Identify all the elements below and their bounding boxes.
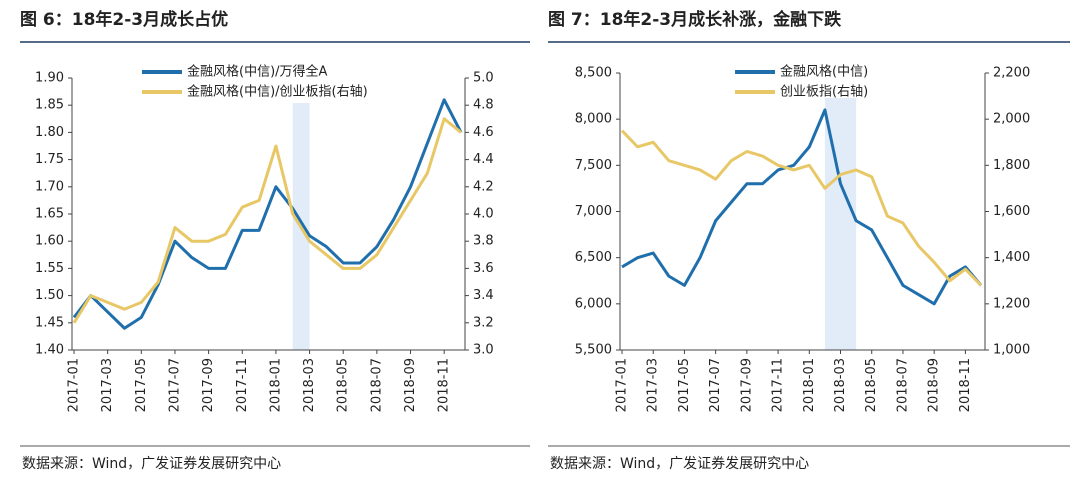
- legend-label: 创业板指(右轴): [780, 85, 868, 100]
- x-tick-label: 2017-01: [67, 358, 82, 412]
- x-tick-label: 2018-07: [369, 358, 384, 412]
- y-tick-label: 7,000: [575, 204, 612, 219]
- x-tick-label: 2018-09: [403, 358, 418, 412]
- x-tick-label: 2017-05: [677, 358, 692, 412]
- y2-tick-label: 3.4: [473, 288, 494, 303]
- y-tick-label: 6,000: [575, 296, 612, 311]
- x-tick-label: 2018-03: [302, 358, 317, 412]
- x-tick-label: 2017-05: [134, 358, 149, 412]
- x-tick-label: 2017-11: [235, 358, 250, 412]
- x-tick-label: 2017-03: [100, 358, 115, 412]
- x-tick-label: 2017-09: [739, 358, 754, 412]
- y2-tick-label: 4.2: [473, 179, 494, 194]
- y-tick-label: 1.65: [35, 207, 64, 222]
- y-tick-label: 5,500: [575, 343, 612, 358]
- x-tick-label: 2018-03: [833, 358, 848, 412]
- x-tick-label: 2017-11: [771, 358, 786, 412]
- series-line: [72, 98, 463, 330]
- chart-title: 图 6：18年2-3月成长占优: [20, 9, 228, 30]
- y-tick-label: 8,000: [575, 112, 612, 127]
- x-tick-label: 2018-05: [864, 358, 879, 412]
- x-tick-label: 2018-05: [336, 358, 351, 412]
- chart-title: 图 7：18年2-3月成长补涨，金融下跌: [548, 9, 842, 30]
- source-note: 数据来源：Wind，广发证券发展研究中心: [22, 456, 281, 472]
- y2-tick-label: 3.6: [473, 261, 494, 276]
- x-tick-label: 2017-07: [708, 358, 723, 412]
- x-tick-label: 2017-09: [201, 358, 216, 412]
- y2-tick-label: 3.0: [473, 343, 494, 358]
- y2-tick-label: 4.4: [473, 152, 494, 167]
- legend-label: 金融风格(中信): [780, 64, 868, 80]
- y2-tick-label: 3.2: [473, 315, 494, 330]
- y-tick-label: 1.40: [35, 343, 64, 358]
- y-tick-label: 1.50: [35, 288, 64, 303]
- y2-tick-label: 1,200: [993, 296, 1030, 311]
- x-tick-label: 2017-07: [167, 358, 182, 412]
- y-tick-label: 1.90: [35, 71, 64, 86]
- y-tick-label: 1.55: [35, 261, 64, 276]
- x-tick-label: 2018-11: [958, 358, 973, 412]
- x-tick-label: 2017-01: [615, 358, 630, 412]
- y-tick-label: 1.75: [35, 152, 64, 167]
- x-tick-label: 2018-09: [927, 358, 942, 412]
- y-tick-label: 6,500: [575, 250, 612, 265]
- y2-tick-label: 1,800: [993, 158, 1030, 173]
- y2-tick-label: 1,600: [993, 204, 1030, 219]
- x-tick-label: 2018-01: [802, 358, 817, 412]
- y2-tick-label: 4.6: [473, 125, 494, 140]
- y2-tick-label: 1,400: [993, 250, 1030, 265]
- y2-tick-label: 2,200: [993, 66, 1030, 81]
- y-tick-label: 1.80: [35, 125, 64, 140]
- y2-tick-label: 5.0: [473, 71, 494, 86]
- x-tick-label: 2017-03: [646, 358, 661, 412]
- series-line: [620, 129, 983, 287]
- y-tick-label: 7,500: [575, 158, 612, 173]
- x-tick-label: 2018-11: [437, 358, 452, 412]
- legend-label: 金融风格(中信)/创业板指(右轴): [187, 84, 368, 100]
- y2-tick-label: 2,000: [993, 112, 1030, 127]
- y-tick-label: 1.70: [35, 179, 64, 194]
- y2-tick-label: 1,000: [993, 343, 1030, 358]
- y-tick-label: 1.45: [35, 315, 64, 330]
- legend-label: 金融风格(中信)/万得全A: [187, 64, 328, 80]
- y-tick-label: 1.60: [35, 234, 64, 249]
- x-tick-label: 2018-07: [895, 358, 910, 412]
- y2-tick-label: 3.8: [473, 234, 494, 249]
- source-note: 数据来源：Wind，广发证券发展研究中心: [550, 456, 809, 472]
- x-tick-label: 2018-01: [268, 358, 283, 412]
- series-line: [72, 117, 462, 324]
- y2-tick-label: 4.8: [473, 98, 494, 113]
- y-tick-label: 8,500: [575, 66, 612, 81]
- y2-tick-label: 4.0: [473, 207, 494, 222]
- y-tick-label: 1.85: [35, 98, 64, 113]
- series-line: [621, 108, 983, 306]
